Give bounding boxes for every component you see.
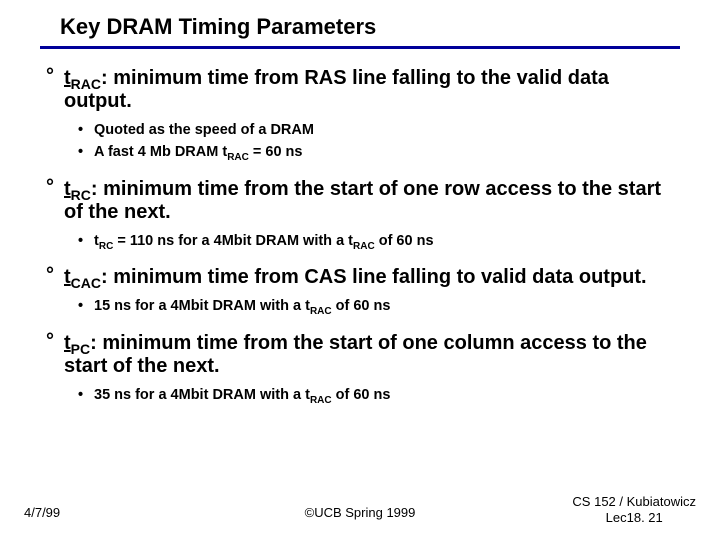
bullet-rest: : minimum time from RAS line falling to … <box>64 67 609 112</box>
sub-text-pre: 15 ns for a 4Mbit DRAM with a <box>94 298 305 314</box>
bullet-dot: • <box>78 141 83 163</box>
bullet-rest: : minimum time from the start of one col… <box>64 332 647 377</box>
footer-course: CS 152 / Kubiatowicz Lec18. 21 <box>572 494 696 527</box>
sub-text-pre: 35 ns for a 4Mbit DRAM with a <box>94 387 305 403</box>
bullet-item: ° tRC: minimum time from the start of on… <box>64 178 670 262</box>
bullet-dot: • <box>78 230 83 252</box>
sub-text: Quoted as the speed of a DRAM <box>94 122 314 138</box>
title-region: Key DRAM Timing Parameters <box>0 0 720 40</box>
bullet-rest: : minimum time from CAS line falling to … <box>101 266 647 288</box>
degree-marker: ° <box>46 264 54 287</box>
bullet-dot: • <box>78 384 83 406</box>
sub-bullet-item: • 15 ns for a 4Mbit DRAM with a tRAC of … <box>94 295 670 317</box>
sub-term-subscript: RAC <box>227 152 249 163</box>
sub-text-pre: A fast 4 Mb DRAM <box>94 144 222 160</box>
content-region: ° tRAC: minimum time from RAS line falli… <box>0 49 720 416</box>
sub-list: • tRC = 110 ns for a 4Mbit DRAM with a t… <box>64 224 670 262</box>
term: t <box>64 332 71 354</box>
sub-term-subscript: RAC <box>310 395 332 406</box>
sub-bullet-item: • A fast 4 Mb DRAM tRAC = 60 ns <box>94 141 670 163</box>
degree-marker: ° <box>46 176 54 199</box>
sub-text-post: of 60 ns <box>332 387 391 403</box>
bullet-text: tRC: minimum time from the start of one … <box>64 178 670 224</box>
term: t <box>64 67 71 89</box>
term: t <box>64 266 71 288</box>
bullet-item: ° tCAC: minimum time from CAS line falli… <box>64 266 670 327</box>
bullet-text: tPC: minimum time from the start of one … <box>64 332 670 378</box>
bullet-rest: : minimum time from the start of one row… <box>64 178 661 223</box>
footer-course-line2: Lec18. 21 <box>572 510 696 526</box>
sub-term-subscript: RC <box>99 241 113 252</box>
sub-bullet-item: • 35 ns for a 4Mbit DRAM with a tRAC of … <box>94 384 670 406</box>
bullet-dot: • <box>78 295 83 317</box>
bullet-text: tCAC: minimum time from CAS line falling… <box>64 266 670 289</box>
sub-list: • Quoted as the speed of a DRAM • A fast… <box>64 113 670 174</box>
bullet-item: ° tPC: minimum time from the start of on… <box>64 332 670 416</box>
footer-course-line1: CS 152 / Kubiatowicz <box>572 494 696 510</box>
sub-text-post: = 110 ns for a 4Mbit DRAM with a <box>113 233 348 249</box>
sub-text-post2: of 60 ns <box>375 233 434 249</box>
sub-term2-subscript: RAC <box>353 241 375 252</box>
sub-bullet-item: • tRC = 110 ns for a 4Mbit DRAM with a t… <box>94 230 670 252</box>
sub-bullet-item: • Quoted as the speed of a DRAM <box>94 119 670 141</box>
sub-list: • 35 ns for a 4Mbit DRAM with a tRAC of … <box>64 378 670 416</box>
sub-text-post: of 60 ns <box>332 298 391 314</box>
term-subscript: CAC <box>71 275 101 291</box>
bullet-item: ° tRAC: minimum time from RAS line falli… <box>64 67 670 174</box>
degree-marker: ° <box>46 65 54 88</box>
slide-title: Key DRAM Timing Parameters <box>60 14 720 40</box>
sub-term-subscript: RAC <box>310 306 332 317</box>
bullet-dot: • <box>78 119 83 141</box>
sub-text-post: = 60 ns <box>249 144 303 160</box>
sub-list: • 15 ns for a 4Mbit DRAM with a tRAC of … <box>64 289 670 327</box>
degree-marker: ° <box>46 330 54 353</box>
term: t <box>64 178 71 200</box>
bullet-text: tRAC: minimum time from RAS line falling… <box>64 67 670 113</box>
